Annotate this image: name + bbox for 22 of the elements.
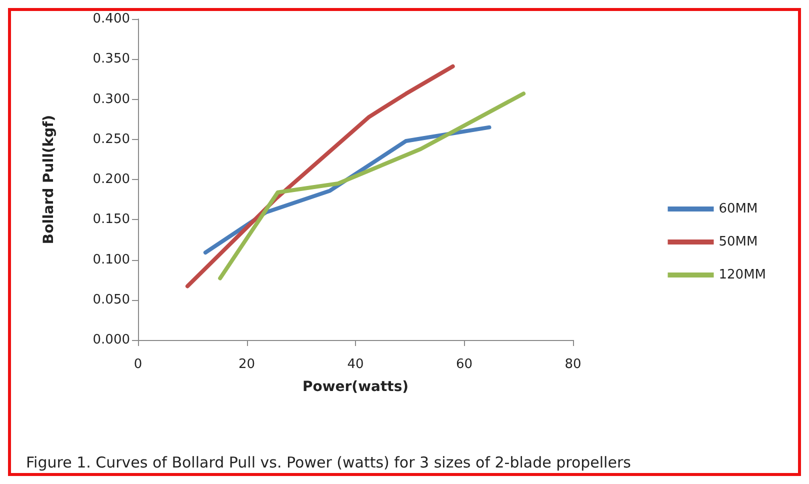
legend-label: 50MM (718, 234, 758, 250)
legend-label: 120MM (718, 268, 766, 282)
y-tick-label: 0.100 (92, 252, 130, 268)
y-tick-label: 0.150 (92, 212, 130, 228)
x-tick-label: 20 (238, 357, 256, 372)
x-tick-label: 40 (347, 357, 364, 372)
line-series (185, 64, 455, 288)
y-tick-label: 0.050 (92, 292, 130, 308)
y-tick-label: 0.250 (92, 132, 130, 147)
legend-label: 60MM (718, 202, 758, 216)
line-series (218, 92, 526, 280)
y-tick-label: 0.300 (92, 92, 130, 107)
y-tick-label: 0.200 (92, 172, 130, 187)
y-tick-label: 0.400 (92, 12, 130, 26)
x-tick-label: 60 (456, 357, 473, 372)
caption: Figure 1. Curves of Bollard Pull vs. Power (watts) for 3 sizes of 2-blade propellers (26, 454, 632, 472)
x-tick-label: 80 (564, 357, 582, 372)
y-axis-title: Bollard Pull(kgf) (41, 114, 57, 244)
y-tick-label: 0.000 (92, 332, 130, 348)
y-tick-label: 0.350 (92, 52, 130, 67)
x-tick-label: 0 (134, 357, 142, 372)
x-axis-title: Power(watts) (302, 379, 409, 395)
